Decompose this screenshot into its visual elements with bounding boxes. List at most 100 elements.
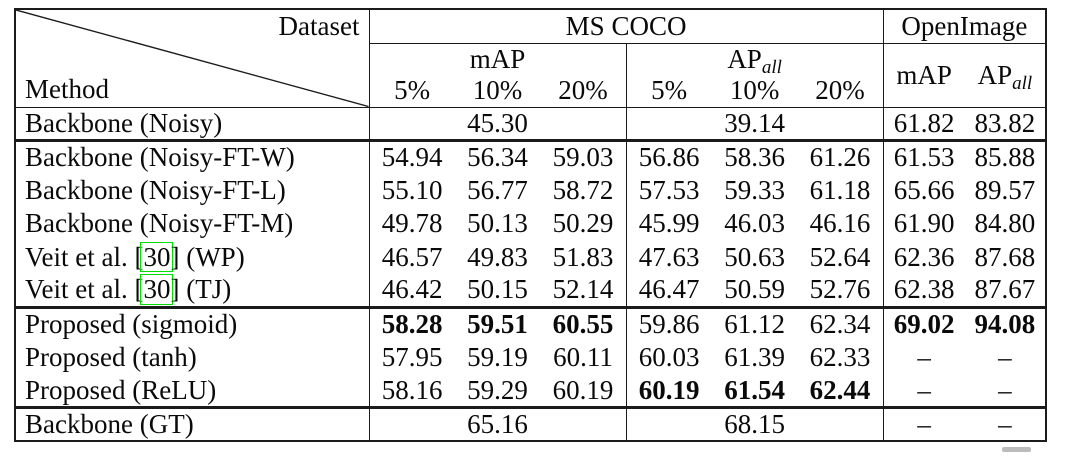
metric-cell-best: 58.28 <box>368 305 455 341</box>
method-cell: Backbone (Noisy-FT-W) <box>15 138 369 174</box>
subheader-oi-map: mAP <box>882 43 965 107</box>
table-row-backbone-noisy-ft-m: Backbone (Noisy-FT-M) 49.78 50.13 50.29 … <box>15 207 1046 241</box>
table-row-veit-tj: Veit et al. [30] (TJ) 46.42 50.15 52.14 … <box>15 273 1046 308</box>
citation-link-30[interactable]: 30 <box>140 274 174 305</box>
metric-cell: 59.86 <box>625 305 712 341</box>
table-row-backbone-noisy: Backbone (Noisy) 45.30 39.14 61.82 83.82 <box>15 106 1047 141</box>
subheader-coco-apall: APall <box>625 43 884 76</box>
metric-cell: 56.77 <box>467 174 528 205</box>
metric-cell: 61.53 <box>882 138 965 174</box>
group-header-openimage: OpenImage <box>882 9 1047 44</box>
col-header-coco-apall-10: 10% <box>729 75 780 106</box>
metric-cell: 68.15 <box>625 406 884 442</box>
method-cell: Veit et al. [30] (TJ) <box>15 274 369 307</box>
metric-cell: 51.83 <box>552 241 614 272</box>
metric-cell: 46.57 <box>368 240 455 274</box>
metric-cell: 46.03 <box>724 208 785 239</box>
metric-cell-empty: – <box>882 374 965 408</box>
col-header-coco-map-5: 5% <box>368 75 455 107</box>
col-header-coco-map-10: 10% <box>472 75 523 106</box>
method-cell: Veit et al. [30] (WP) <box>15 241 369 274</box>
metric-cell: 52.76 <box>809 274 871 305</box>
metric-cell: 49.83 <box>467 241 528 272</box>
metric-cell: 61.18 <box>809 174 871 205</box>
metric-cell: 65.66 <box>882 173 965 208</box>
metric-cell: 58.72 <box>552 174 614 205</box>
method-cell: Backbone (GT) <box>15 406 369 442</box>
metric-cell: 83.82 <box>964 106 1047 141</box>
metric-cell: 87.67 <box>974 274 1036 305</box>
method-cell: Proposed (sigmoid) <box>15 305 369 341</box>
corner-cell: Dataset Method <box>15 9 369 107</box>
metric-cell: 61.39 <box>724 341 785 372</box>
metric-cell: 49.78 <box>368 207 455 241</box>
metric-cell: 85.88 <box>964 138 1047 174</box>
metric-cell: 62.33 <box>809 341 871 372</box>
metric-cell: 60.03 <box>625 340 712 375</box>
metric-cell: 61.90 <box>882 207 965 241</box>
metric-cell: 50.29 <box>552 208 614 239</box>
metric-cell-empty: – <box>998 341 1012 372</box>
metric-cell: 50.15 <box>467 274 528 305</box>
results-table: Dataset Method MS COCO OpenImage mAP APa… <box>14 8 1048 443</box>
apall-text: AP <box>977 59 1013 90</box>
subheader-coco-map: mAP <box>368 43 627 75</box>
metric-cell: 46.42 <box>368 273 455 308</box>
subheader-oi-apall: APall <box>965 43 1047 107</box>
metric-cell: 58.16 <box>368 374 455 408</box>
metric-cell-empty: – <box>964 406 1047 442</box>
citation-link-30[interactable]: 30 <box>140 241 174 273</box>
metric-cell: 59.19 <box>467 341 528 372</box>
metric-cell: 57.95 <box>368 340 455 375</box>
corner-method-label: Method <box>25 73 109 104</box>
metric-cell: 62.34 <box>797 305 884 341</box>
metric-cell: 58.36 <box>711 138 798 174</box>
metric-cell: 61.26 <box>797 138 884 174</box>
metric-cell: 52.14 <box>552 274 614 305</box>
apall-subscript: all <box>761 56 782 76</box>
metric-cell: 60.11 <box>553 341 613 372</box>
col-header-coco-apall-5: 5% <box>625 75 712 107</box>
table-row-proposed-sigmoid: Proposed (sigmoid) 58.28 59.51 60.55 59.… <box>15 305 1047 341</box>
metric-cell: 62.36 <box>882 240 965 274</box>
metric-cell: 84.80 <box>974 208 1036 239</box>
metric-cell: 57.53 <box>625 173 712 208</box>
metric-cell: 46.47 <box>625 273 712 308</box>
method-text: Veit et al. [ <box>25 241 144 272</box>
table-row-proposed-relu: Proposed (ReLU) 58.16 59.29 60.19 60.19 … <box>15 374 1046 408</box>
metric-cell: 59.03 <box>540 138 627 174</box>
metric-cell-best: 61.54 <box>724 374 785 405</box>
group-header-mscoco: MS COCO <box>368 9 884 44</box>
method-cell: Proposed (ReLU) <box>25 374 217 405</box>
metric-cell-best: 62.44 <box>809 374 871 405</box>
table-row-veit-wp: Veit et al. [30] (WP) 46.57 49.83 51.83 … <box>15 240 1046 274</box>
metric-cell: 56.34 <box>454 138 541 174</box>
col-header-coco-map-20: 20% <box>558 75 608 106</box>
method-text: ] (WP) <box>170 241 245 272</box>
method-cell: Backbone (Noisy) <box>15 106 369 141</box>
table-row-backbone-noisy-ft-l: Backbone (Noisy-FT-L) 55.10 56.77 58.72 … <box>15 173 1046 208</box>
metric-cell-best: 94.08 <box>964 305 1047 341</box>
metric-cell-best: 59.51 <box>454 305 541 341</box>
metric-cell: 47.63 <box>625 240 712 274</box>
metric-cell: 52.64 <box>809 241 871 272</box>
results-table-container: Dataset Method MS COCO OpenImage mAP APa… <box>14 8 1048 443</box>
artifact-smudge <box>1002 447 1031 452</box>
metric-cell-empty: – <box>998 374 1012 405</box>
table-row-backbone-gt: Backbone (GT) 65.16 68.15 – – <box>15 406 1047 442</box>
metric-cell: 87.68 <box>974 241 1036 272</box>
method-text: ] (TJ) <box>170 274 232 305</box>
metric-cell: 61.12 <box>711 305 798 341</box>
method-text: Veit et al. [ <box>25 274 144 305</box>
metric-cell: 50.13 <box>467 208 528 239</box>
metric-cell-best: 60.55 <box>540 305 627 341</box>
metric-cell: 55.10 <box>368 173 455 208</box>
metric-cell: 60.19 <box>552 374 614 405</box>
metric-cell: 45.99 <box>625 207 712 241</box>
metric-cell: 54.94 <box>368 138 455 174</box>
method-cell: Backbone (Noisy-FT-M) <box>25 208 294 239</box>
metric-cell-best: 69.02 <box>882 305 965 341</box>
metric-cell: 65.16 <box>368 406 627 442</box>
diagonal-line <box>16 10 369 107</box>
apall-subscript: all <box>1012 72 1033 94</box>
